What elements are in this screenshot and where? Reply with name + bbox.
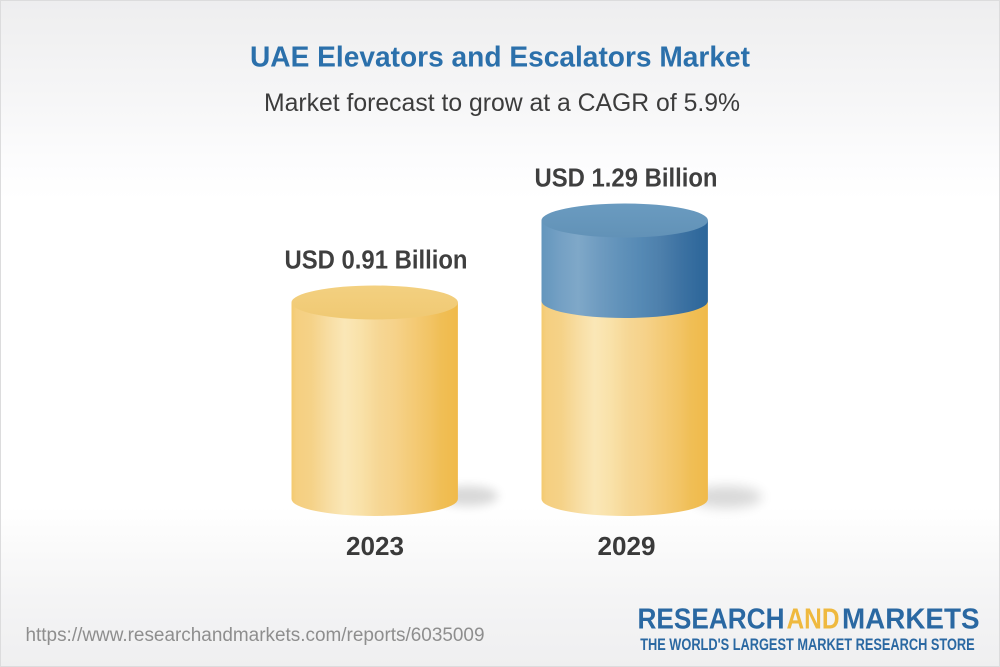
svg-text:USD 0.91 Billion: USD 0.91 Billion <box>285 247 468 275</box>
svg-text:THE WORLD'S LARGEST MARKET RES: THE WORLD'S LARGEST MARKET RESEARCH STOR… <box>640 636 975 654</box>
svg-text:MARKETS: MARKETS <box>842 604 980 636</box>
svg-text:USD 1.29 Billion: USD 1.29 Billion <box>535 165 718 193</box>
svg-text:RESEARCH: RESEARCH <box>638 604 785 636</box>
svg-text:2023: 2023 <box>346 531 404 561</box>
svg-text:2029: 2029 <box>598 531 656 561</box>
svg-text:UAE Elevators and Escalators M: UAE Elevators and Escalators Market <box>250 42 750 74</box>
svg-text:Market forecast to grow at a C: Market forecast to grow at a CAGR of 5.9… <box>264 89 740 117</box>
svg-text:https://www.researchandmarkets: https://www.researchandmarkets.com/repor… <box>26 625 485 646</box>
svg-text:AND: AND <box>787 604 840 636</box>
